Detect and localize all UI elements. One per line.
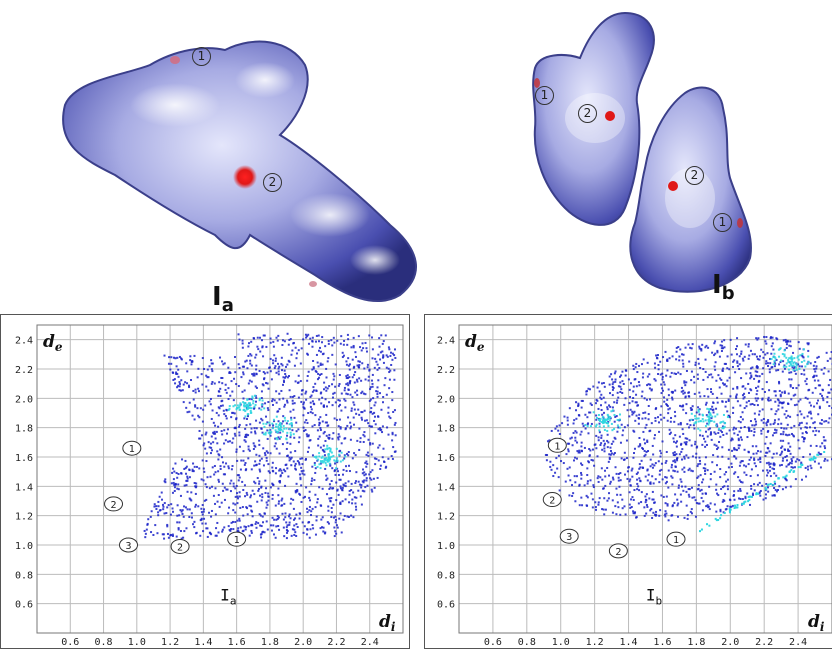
x-tick-label: 1.0: [128, 637, 146, 648]
fingerprint-plot-ia: 0.6 0.8 1.0 1.2 1.4 1.6 1.8 2.0 2.2 2.4 0.6 0.8 1.0 1…: [0, 314, 410, 649]
surface-ib-marker-2a: 2: [578, 104, 597, 123]
x-tick-label: 0.6: [61, 637, 79, 648]
x-tick-label: 2.0: [721, 637, 739, 648]
annotation-label: 2: [549, 496, 555, 507]
x-tick-label: 1.2: [161, 637, 179, 648]
y-axis-label: de: [465, 332, 485, 354]
fingerprint-plot-ib: 0.6 0.8 1.0 1.2 1.4 1.6 1.8 2.0 2.2 2.4 0.6 0.8 1.0 1…: [424, 314, 832, 649]
fingerprint-annotation: 2: [104, 496, 124, 512]
fingerprint-panel-label: Ia: [220, 586, 236, 608]
x-tick-label: 1.6: [228, 637, 246, 648]
fingerprint-cloud: [544, 335, 832, 522]
y-tick-label: 1.4: [15, 482, 33, 493]
hirshfeld-surface-ib: 1 2 2 1: [525, 8, 825, 298]
plot-frame: [458, 324, 832, 634]
y-tick-label: 1.2: [15, 512, 33, 523]
y-tick-label: 0.8: [437, 570, 455, 581]
red-spot-2: [233, 165, 257, 189]
fingerprint-annotation: 2: [608, 543, 628, 559]
density-hotspot: [313, 444, 347, 470]
y-tick-label: 2.2: [15, 365, 33, 376]
density-hotspot: [770, 347, 810, 371]
density-hotspot: [690, 407, 729, 432]
surface-ia-graphic: [62, 40, 417, 303]
x-tick-label: 0.6: [484, 637, 502, 648]
fingerprint-annotation: 3: [559, 528, 579, 544]
y-tick-label: 1.6: [15, 453, 33, 464]
y-tick-label: 1.8: [437, 424, 455, 435]
x-tick-label: 0.8: [95, 637, 113, 648]
fingerprint-cloud: [143, 332, 397, 540]
y-tick-label: 1.0: [437, 541, 455, 552]
surface-ib-shape-right: [629, 86, 752, 293]
y-tick-label: 0.8: [15, 570, 33, 581]
fingerprint-annotation: 1: [666, 531, 686, 547]
annotation-label: 1: [129, 444, 135, 455]
fingerprint-plot-ia-svg: 0.6 0.8 1.0 1.2 1.4 1.6 1.8 2.0 2.2 2.4 0.6 0.8 1.0 1…: [15, 324, 404, 648]
y-tick-label: 2.0: [15, 394, 33, 405]
fingerprint-annotation: 1: [227, 531, 247, 547]
surface-ib-graphic: [532, 11, 752, 293]
y-axis-label: de: [43, 332, 63, 354]
x-tick-label: 2.4: [361, 637, 379, 648]
plot-frame: [36, 324, 404, 634]
red-spot-ib-a: [605, 111, 615, 121]
y-tick-label: 1.4: [437, 482, 455, 493]
fingerprint-annotation: 1: [122, 440, 142, 456]
surface-ia-title: Ia: [212, 282, 234, 317]
annotation-label: 1: [554, 441, 560, 452]
x-tick-label: 2.2: [755, 637, 773, 648]
density-hotspot: [227, 394, 266, 418]
x-tick-label: 2.4: [789, 637, 807, 648]
y-tick-label: 2.0: [437, 394, 455, 405]
fingerprint-plot-ib-svg: 0.6 0.8 1.0 1.2 1.4 1.6 1.8 2.0 2.2 2.4 0.6 0.8 1.0 1…: [437, 324, 832, 648]
fingerprint-annotation: 2: [170, 538, 190, 554]
y-tick-label: 1.2: [437, 512, 455, 523]
fingerprint-annotation: 1: [547, 437, 567, 453]
y-tick-label: 2.4: [437, 336, 455, 347]
surface-ib-title: Ib: [712, 270, 735, 305]
y-tick-label: 0.6: [15, 600, 33, 611]
surface-ib-marker-2b: 2: [685, 166, 704, 185]
y-tick-label: 2.4: [15, 336, 33, 347]
density-hotspot: [262, 415, 295, 441]
y-tick-label: 1.0: [15, 541, 33, 552]
annotation-label: 2: [111, 500, 117, 511]
x-tick-label: 1.0: [552, 637, 570, 648]
annotation-label: 1: [234, 535, 240, 546]
red-spot-ib-b: [668, 181, 678, 191]
density-hotspot: [584, 409, 621, 432]
annotation-label: 3: [125, 541, 131, 552]
x-tick-label: 1.8: [687, 637, 705, 648]
hirshfeld-surface-ia: 1 2: [55, 20, 455, 310]
x-tick-label: 1.8: [261, 637, 279, 648]
surface-ia-marker-2: 2: [263, 173, 282, 192]
fingerprint-annotation: 2: [542, 492, 562, 508]
x-axis-label: di: [808, 612, 825, 634]
x-tick-label: 1.2: [586, 637, 604, 648]
surface-ia-marker-1: 1: [192, 47, 211, 66]
annotation-label: 2: [615, 547, 621, 558]
cyan-streak: [698, 450, 826, 533]
annotation-label: 1: [673, 535, 679, 546]
red-spot-1: [170, 56, 180, 64]
y-tick-label: 2.2: [437, 365, 455, 376]
x-tick-label: 1.4: [620, 637, 638, 648]
fingerprint-panel-label: Ib: [646, 586, 662, 608]
x-axis-label: di: [379, 612, 396, 634]
y-tick-label: 0.6: [437, 600, 455, 611]
x-tick-label: 2.0: [294, 637, 312, 648]
fingerprint-annotation: 3: [119, 537, 138, 553]
x-tick-label: 1.6: [653, 637, 671, 648]
x-tick-label: 1.4: [194, 637, 212, 648]
x-tick-label: 0.8: [518, 637, 536, 648]
annotation-label: 2: [177, 542, 183, 553]
y-tick-label: 1.6: [437, 453, 455, 464]
surface-ib-marker-1b: 1: [713, 213, 732, 232]
annotation-label: 3: [566, 532, 572, 543]
x-tick-label: 2.2: [327, 637, 345, 648]
y-tick-label: 1.8: [15, 424, 33, 435]
surface-ib-marker-1a: 1: [535, 86, 554, 105]
